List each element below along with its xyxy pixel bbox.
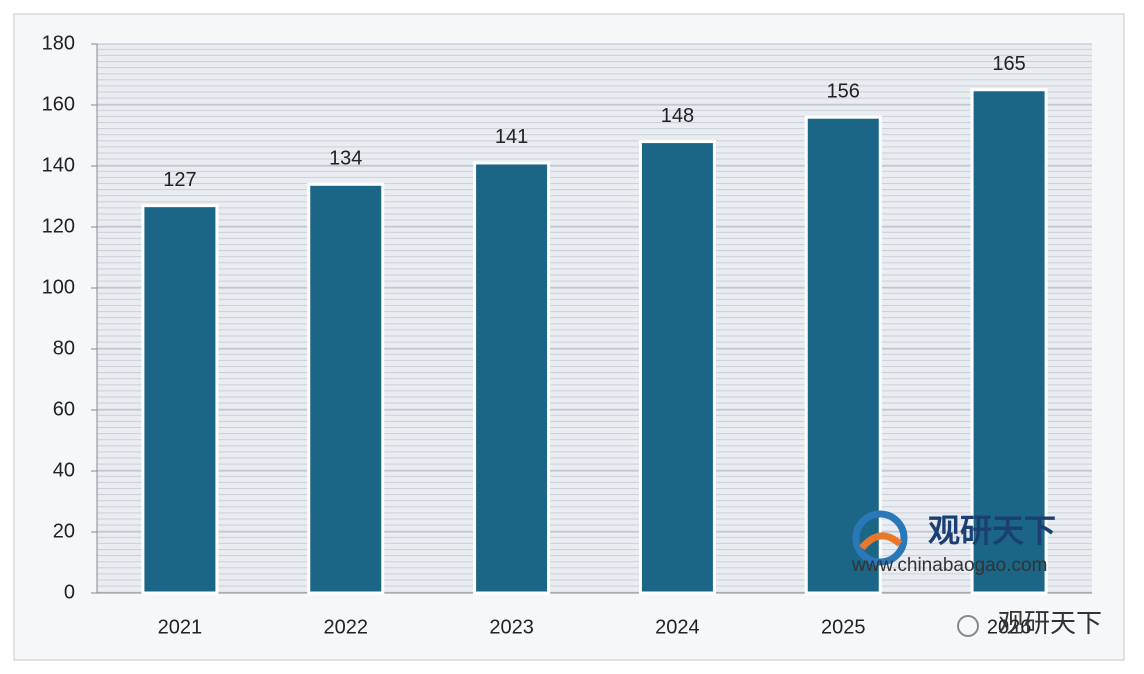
x-tick-label: 2024 (655, 616, 700, 638)
data-label: 156 (827, 80, 860, 102)
x-tick-label: 2026 (987, 616, 1032, 638)
data-label: 141 (495, 126, 528, 148)
bar (970, 88, 1048, 595)
bar (638, 140, 716, 595)
logo (852, 510, 908, 566)
data-label: 148 (661, 105, 694, 127)
x-tick-label: 2023 (489, 616, 534, 638)
brand: 观研天下 (928, 512, 1056, 548)
y-tick-label: 20 (53, 520, 75, 542)
y-tick-label: 60 (53, 398, 75, 420)
watermark: 观研天下 www.chinabaogao.com 观研天下 (851, 510, 1102, 638)
y-tick-label: 140 (42, 154, 75, 176)
footer-brand: 观研天下 (998, 608, 1102, 638)
y-tick-label: 100 (42, 276, 75, 298)
x-tick-label: 2022 (324, 616, 369, 638)
y-tick-label: 160 (42, 93, 75, 115)
y-tick-label: 80 (53, 337, 75, 359)
url: www.chinabaogao.com (851, 555, 1047, 576)
y-tick-label: 0 (64, 581, 75, 603)
data-label: 127 (163, 169, 196, 191)
x-tick-label: 2025 (821, 616, 866, 638)
y-tick-label: 120 (42, 215, 75, 237)
bar (141, 204, 219, 595)
bar (804, 115, 882, 595)
data-label: 165 (992, 53, 1025, 75)
y-tick-label: 180 (42, 32, 75, 54)
bar (307, 182, 385, 595)
logo-arc (859, 532, 903, 551)
bar (473, 161, 551, 595)
minor-grid (97, 44, 1092, 593)
data-label: 134 (329, 148, 362, 170)
x-tick-label: 2021 (158, 616, 203, 638)
y-tick-label: 40 (53, 459, 75, 481)
wechat-icon (957, 615, 979, 637)
plot-layer: 0 20 40 60 80 100 120 140 160 180 2021 127 2022 134 20… (42, 32, 1092, 638)
